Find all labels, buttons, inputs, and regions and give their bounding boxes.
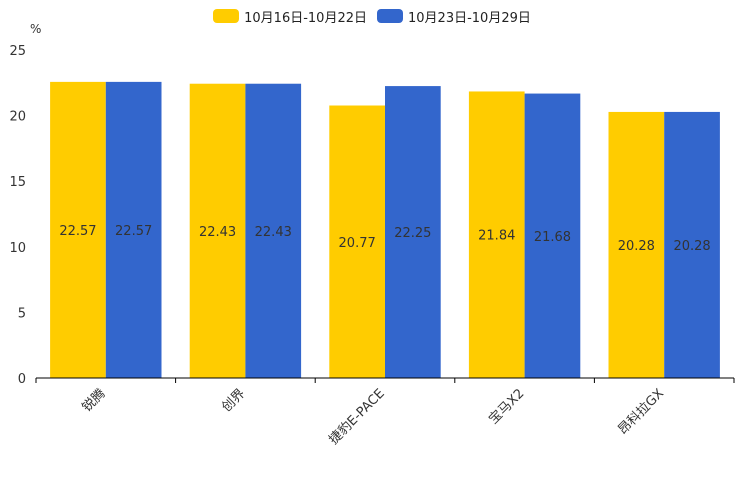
- y-tick-label: 10: [9, 241, 26, 256]
- legend-swatch-series-2: [377, 9, 403, 23]
- data-label: 22.43: [255, 225, 292, 240]
- y-tick-label: 20: [9, 110, 26, 125]
- data-label: 22.25: [394, 226, 431, 241]
- bar-2-1[interactable]: [105, 81, 162, 378]
- data-label: 20.28: [618, 239, 655, 254]
- bar-1-5[interactable]: [608, 111, 665, 379]
- bar-2-2[interactable]: [245, 83, 302, 378]
- x-tick-label: 创界: [219, 386, 248, 415]
- data-label: 20.77: [339, 236, 376, 251]
- legend-label-series-1: 10月16日-10月22日: [244, 10, 367, 26]
- x-tick-label: 昂科拉GX: [615, 386, 667, 438]
- y-tick-label: 0: [18, 372, 26, 387]
- legend-label-series-2: 10月23日-10月29日: [408, 10, 531, 26]
- data-label: 22.43: [199, 225, 236, 240]
- data-label: 20.28: [673, 239, 710, 254]
- bar-1-2[interactable]: [189, 83, 246, 378]
- bar-2-5[interactable]: [664, 111, 720, 379]
- y-tick-label: 5: [18, 306, 26, 321]
- bar-2-4[interactable]: [524, 93, 581, 378]
- data-label: 22.57: [59, 224, 96, 239]
- bar-1-1[interactable]: [50, 81, 106, 378]
- data-label: 21.68: [534, 230, 571, 245]
- legend-item-series-2[interactable]: 10月23日-10月29日: [377, 7, 531, 26]
- y-tick-label: 25: [9, 44, 26, 59]
- bar-1-3[interactable]: [329, 105, 385, 379]
- x-tick-label: 锐腾: [79, 386, 109, 416]
- legend-item-series-1[interactable]: 10月16日-10月22日: [213, 7, 367, 26]
- data-label: 21.84: [478, 229, 515, 244]
- legend: 10月16日-10月22日 10月23日-10月29日: [0, 6, 744, 26]
- x-tick-label: 宝马X2: [486, 386, 527, 427]
- bar-1-4[interactable]: [468, 91, 525, 379]
- x-tick-label: 捷豹E-PACE: [326, 386, 387, 447]
- y-tick-label: 15: [9, 175, 26, 190]
- y-axis-label: %: [30, 22, 41, 36]
- legend-swatch-series-1: [213, 9, 240, 23]
- data-label: 22.57: [115, 224, 152, 239]
- bar-2-3[interactable]: [385, 86, 441, 378]
